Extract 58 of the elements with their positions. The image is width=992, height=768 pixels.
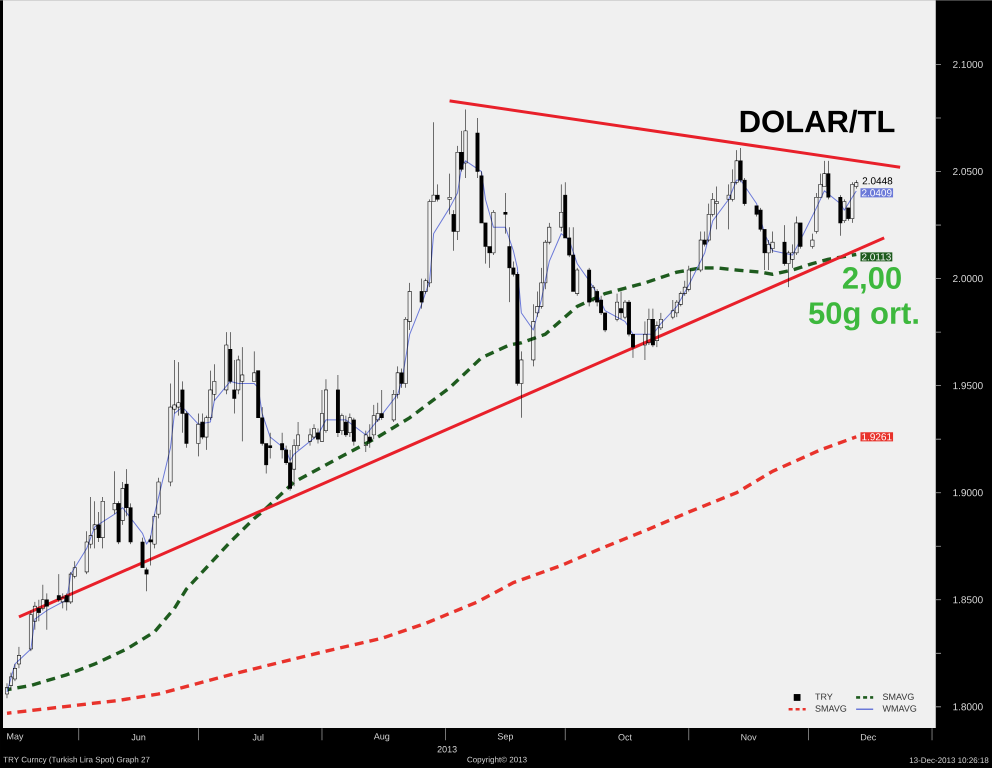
legend-label: SMAVG (815, 705, 846, 712)
candlestick (686, 265, 691, 292)
x-tick-label: May (7, 733, 24, 742)
text: 13-Dec-2013 10:26:18 (910, 757, 988, 763)
candlestick (531, 304, 536, 367)
x-tick-label: Oct (618, 734, 632, 740)
candlestick (507, 226, 512, 302)
x-axis-title: 2013 (438, 746, 457, 752)
legend-label: WMAVG (882, 705, 916, 712)
candlestick (491, 210, 496, 256)
y-tick-label: 1.8000 (953, 703, 983, 710)
y-tick-label: 2.0000 (953, 274, 983, 282)
candlestick (842, 198, 846, 224)
candlestick (224, 332, 228, 394)
text: TRY Curncy (Turkish Lira Spot) Graph 27 (3, 756, 150, 764)
candlestick (615, 293, 619, 322)
candlestick (308, 428, 312, 446)
candlestick (60, 592, 65, 608)
x-tick-label: Jun (131, 734, 146, 740)
annotation: 50g ort. (808, 302, 918, 330)
candlestick (714, 186, 719, 230)
candlestick (336, 374, 340, 438)
candlestick (698, 231, 703, 272)
text: 2.0448 (862, 177, 892, 184)
data-label: 1.9261 (862, 433, 892, 440)
candlestick (850, 182, 854, 224)
x-tick-label: Jul (252, 734, 264, 740)
x-tick-label: Aug (374, 733, 390, 742)
y-tick-label: 1.8500 (953, 596, 983, 604)
y-tick-label: 2.1000 (953, 60, 983, 68)
candlestick (100, 496, 105, 549)
candlestick (176, 362, 180, 416)
text: Copyright© 2013 (467, 756, 527, 764)
x-tick-label: Dec (860, 734, 876, 740)
candlestick (670, 300, 675, 320)
candlestick (826, 160, 830, 200)
y-tick-label: 1.9000 (953, 489, 983, 496)
candlestick (240, 346, 244, 442)
annotation: 2,00 (842, 266, 901, 294)
data-label: 2.0409 (862, 189, 892, 196)
data-label: 2.0113 (862, 253, 891, 260)
candlestick (464, 109, 468, 178)
candlestick (503, 192, 508, 234)
y-tick-label: 1.9500 (953, 382, 983, 390)
x-tick-label: Sep (498, 733, 514, 742)
candlestick (92, 500, 97, 549)
legend-label: SMAVG (882, 693, 914, 700)
candlestick (810, 233, 814, 249)
candlestick (348, 413, 352, 438)
candlestick (420, 278, 424, 309)
legend-label: TRY (815, 693, 833, 700)
candlestick (619, 291, 623, 320)
line-series (5, 435, 858, 715)
candlestick (196, 413, 200, 456)
text: DOLAR/TL (740, 110, 894, 133)
candlestick (372, 404, 376, 440)
x-tick-label: Nov (741, 734, 757, 740)
y-tick-label: 2.0500 (953, 168, 983, 175)
